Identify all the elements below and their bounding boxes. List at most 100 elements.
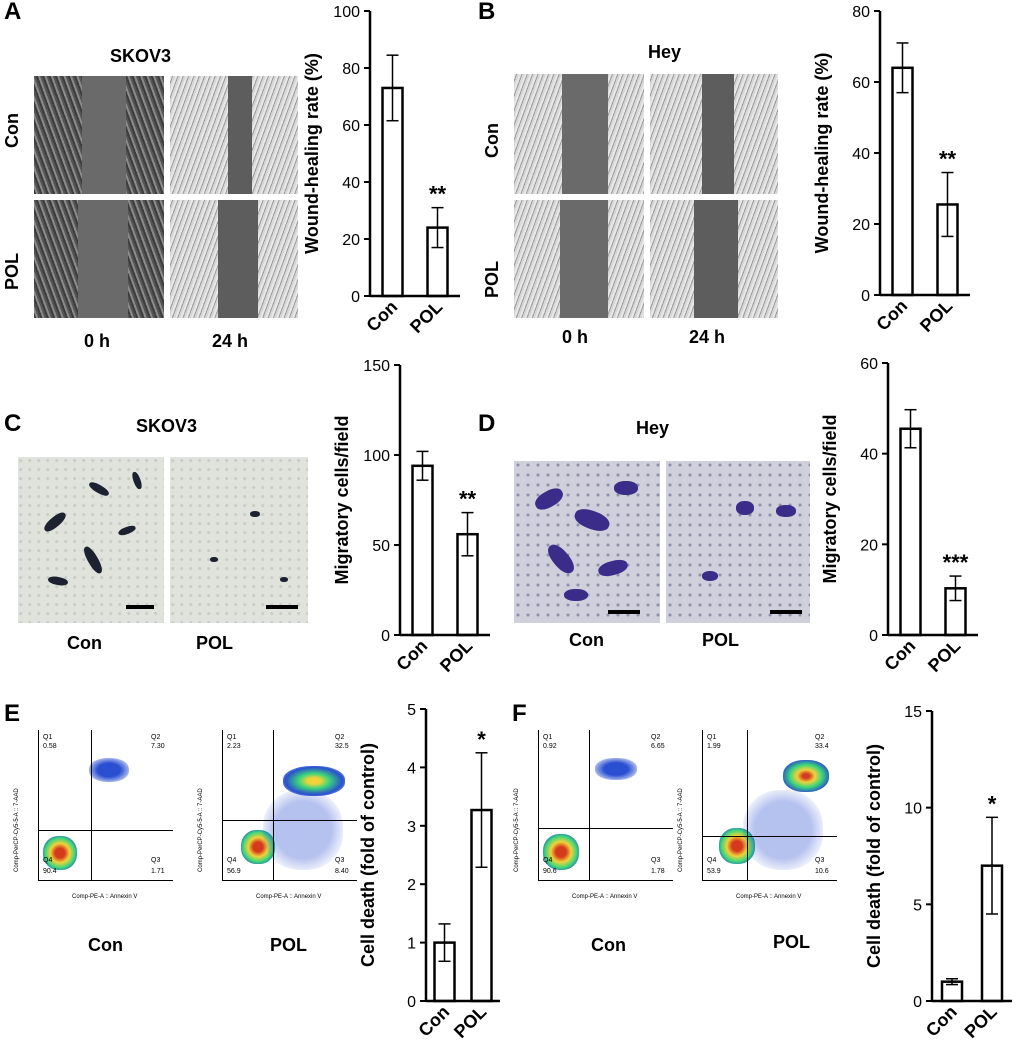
panel-f-label-pol: POL bbox=[773, 932, 811, 952]
quadrant-label: Q3 bbox=[335, 857, 345, 864]
panel-letter-f: F bbox=[512, 700, 527, 727]
y-tick-label: 5 bbox=[407, 702, 416, 719]
quadrant-value: 10.6 bbox=[815, 868, 829, 875]
gate-line bbox=[273, 730, 274, 880]
flow-y-axis-label: Comp-PerCP-Cy5-5-A :: 7-AAD bbox=[14, 788, 20, 872]
significance-marker: ** bbox=[429, 182, 447, 207]
quadrant-label: Q3 bbox=[651, 857, 661, 864]
gate-line bbox=[39, 830, 173, 831]
quadrant-label: Q2 bbox=[335, 734, 345, 741]
panel-letter-b: B bbox=[478, 0, 496, 25]
quadrant-label: Q1 bbox=[227, 734, 237, 741]
y-tick-label: 150 bbox=[363, 358, 390, 375]
quadrant-label: Q1 bbox=[707, 734, 717, 741]
flow-plot-area: Q1 0.58 Q2 7.30 Q4 90.4 Q3 1.71 bbox=[38, 730, 173, 881]
panel-a-col-24h: 24 h bbox=[212, 331, 249, 351]
y-tick-label: 0 bbox=[407, 994, 416, 1011]
y-tick-label: 80 bbox=[342, 61, 360, 78]
bar-con bbox=[891, 66, 914, 297]
y-axis-label: Migratory cells/field bbox=[332, 415, 352, 584]
flow-x-axis-label: Comp-PE-A :: Annexin V bbox=[72, 894, 138, 900]
micrograph-hey-con-24h bbox=[650, 74, 778, 194]
flow-y-axis-label: Comp-PerCP-Cy5-5-A :: 7-AAD bbox=[678, 788, 684, 872]
quadrant-value: 1.71 bbox=[151, 868, 165, 875]
significance-marker: * bbox=[477, 727, 486, 752]
bar-chart-f: 0 5 10 15 Cell death (fold of control) Con * PO… bbox=[864, 704, 1012, 1042]
y-tick-label: 80 bbox=[852, 4, 870, 21]
panel-b-col-24h: 24 h bbox=[689, 327, 726, 347]
transwell-hey-con bbox=[514, 461, 660, 623]
x-tick-label: Con bbox=[414, 1002, 453, 1041]
scale-bar bbox=[266, 605, 298, 609]
x-tick-label: Con bbox=[872, 296, 911, 335]
bar-chart-d: 0 20 40 60 Migratory cells/field Con *** POL bbox=[820, 356, 978, 676]
x-tick-label: Con bbox=[880, 636, 919, 675]
y-tick-label: 0 bbox=[861, 288, 870, 305]
quadrant-label: Q4 bbox=[227, 857, 237, 864]
y-tick-label: 20 bbox=[852, 217, 870, 234]
y-tick-label: 15 bbox=[904, 704, 922, 721]
quadrant-label: Q2 bbox=[815, 734, 825, 741]
y-tick-label: 100 bbox=[333, 4, 360, 21]
y-tick-label: 60 bbox=[852, 75, 870, 92]
bar-chart-e: 0 1 2 3 4 5 Cell death (fold of control) Con * PO… bbox=[358, 702, 500, 1042]
x-tick-label: POL bbox=[436, 636, 476, 676]
flow-plot-area: Q1 0.92 Q2 6.65 Q4 90.6 Q3 1.78 bbox=[538, 730, 673, 881]
flow-y-axis-label: Comp-PerCP-Cy5-5-A :: 7-AAD bbox=[514, 788, 520, 872]
y-tick-label: 0 bbox=[381, 628, 390, 645]
y-axis-label: Cell death (fold of control) bbox=[864, 744, 884, 968]
panel-a-title: SKOV3 bbox=[110, 46, 172, 66]
panel-b-row-pol: POL bbox=[482, 260, 502, 298]
flow-x-axis-label: Comp-PE-A :: Annexin V bbox=[736, 894, 802, 900]
x-tick-label: POL bbox=[450, 1002, 490, 1042]
scale-bar bbox=[770, 610, 802, 614]
flow-plot-area: Q1 2.23 Q2 32.5 Q4 56.9 Q3 8.40 bbox=[222, 730, 357, 881]
panel-d-label-pol: POL bbox=[702, 630, 740, 650]
quadrant-value: 90.6 bbox=[543, 868, 557, 875]
y-tick-label: 0 bbox=[913, 994, 922, 1011]
y-tick-label: 0 bbox=[351, 289, 360, 306]
panel-a-col-0h: 0 h bbox=[84, 331, 111, 351]
quadrant-label: Q1 bbox=[543, 734, 553, 741]
flow-x-axis-label: Comp-PE-A :: Annexin V bbox=[256, 894, 322, 900]
micrograph-hey-con-0h bbox=[514, 74, 644, 194]
y-tick-label: 40 bbox=[860, 447, 878, 464]
significance-marker: ** bbox=[459, 487, 477, 512]
gate-line bbox=[223, 820, 357, 821]
panel-d-title: Hey bbox=[636, 418, 670, 438]
panel-c-label-con: Con bbox=[67, 633, 102, 653]
quadrant-value: 2.23 bbox=[227, 743, 241, 750]
flow-e-pol: Q1 2.23 Q2 32.5 Q4 56.9 Q3 8.40 Comp-PE-… bbox=[196, 722, 361, 912]
micrograph-skov3-con-0h bbox=[34, 76, 164, 194]
y-tick-label: 3 bbox=[407, 819, 416, 836]
bar-con bbox=[899, 427, 922, 637]
gate-line bbox=[747, 730, 748, 880]
micrograph-skov3-con-24h bbox=[170, 76, 298, 194]
y-tick-label: 40 bbox=[852, 146, 870, 163]
transwell-skov3-pol bbox=[170, 457, 308, 623]
y-tick-label: 0 bbox=[869, 628, 878, 645]
panel-letter-c: C bbox=[4, 410, 22, 437]
y-tick-label: 2 bbox=[407, 877, 416, 894]
y-tick-label: 100 bbox=[363, 448, 390, 465]
flow-y-axis-label: Comp-PerCP-Cy5-5-A :: 7-AAD bbox=[198, 788, 204, 872]
panel-letter-a: A bbox=[4, 0, 22, 25]
panel-letter-e: E bbox=[4, 700, 21, 727]
x-tick-label: POL bbox=[924, 636, 964, 676]
scale-bar bbox=[126, 605, 154, 609]
quadrant-value: 90.4 bbox=[43, 868, 57, 875]
quadrant-value: 33.4 bbox=[815, 743, 829, 750]
quadrant-label: Q4 bbox=[43, 857, 53, 864]
quadrant-label: Q3 bbox=[815, 857, 825, 864]
y-tick-label: 50 bbox=[372, 538, 390, 555]
y-axis-label: Cell death (fold of control) bbox=[358, 743, 378, 967]
y-tick-label: 1 bbox=[407, 936, 416, 953]
y-tick-label: 4 bbox=[407, 760, 416, 777]
significance-marker: * bbox=[988, 791, 997, 816]
flow-plot-area: Q1 1.99 Q2 33.4 Q4 53.9 Q3 10.6 bbox=[702, 730, 837, 881]
x-tick-label: Con bbox=[392, 636, 431, 675]
panel-a-row-con: Con bbox=[2, 113, 22, 148]
quadrant-value: 0.58 bbox=[43, 743, 57, 750]
panel-f-label-con: Con bbox=[591, 935, 626, 955]
micrograph-hey-pol-0h bbox=[514, 200, 644, 318]
